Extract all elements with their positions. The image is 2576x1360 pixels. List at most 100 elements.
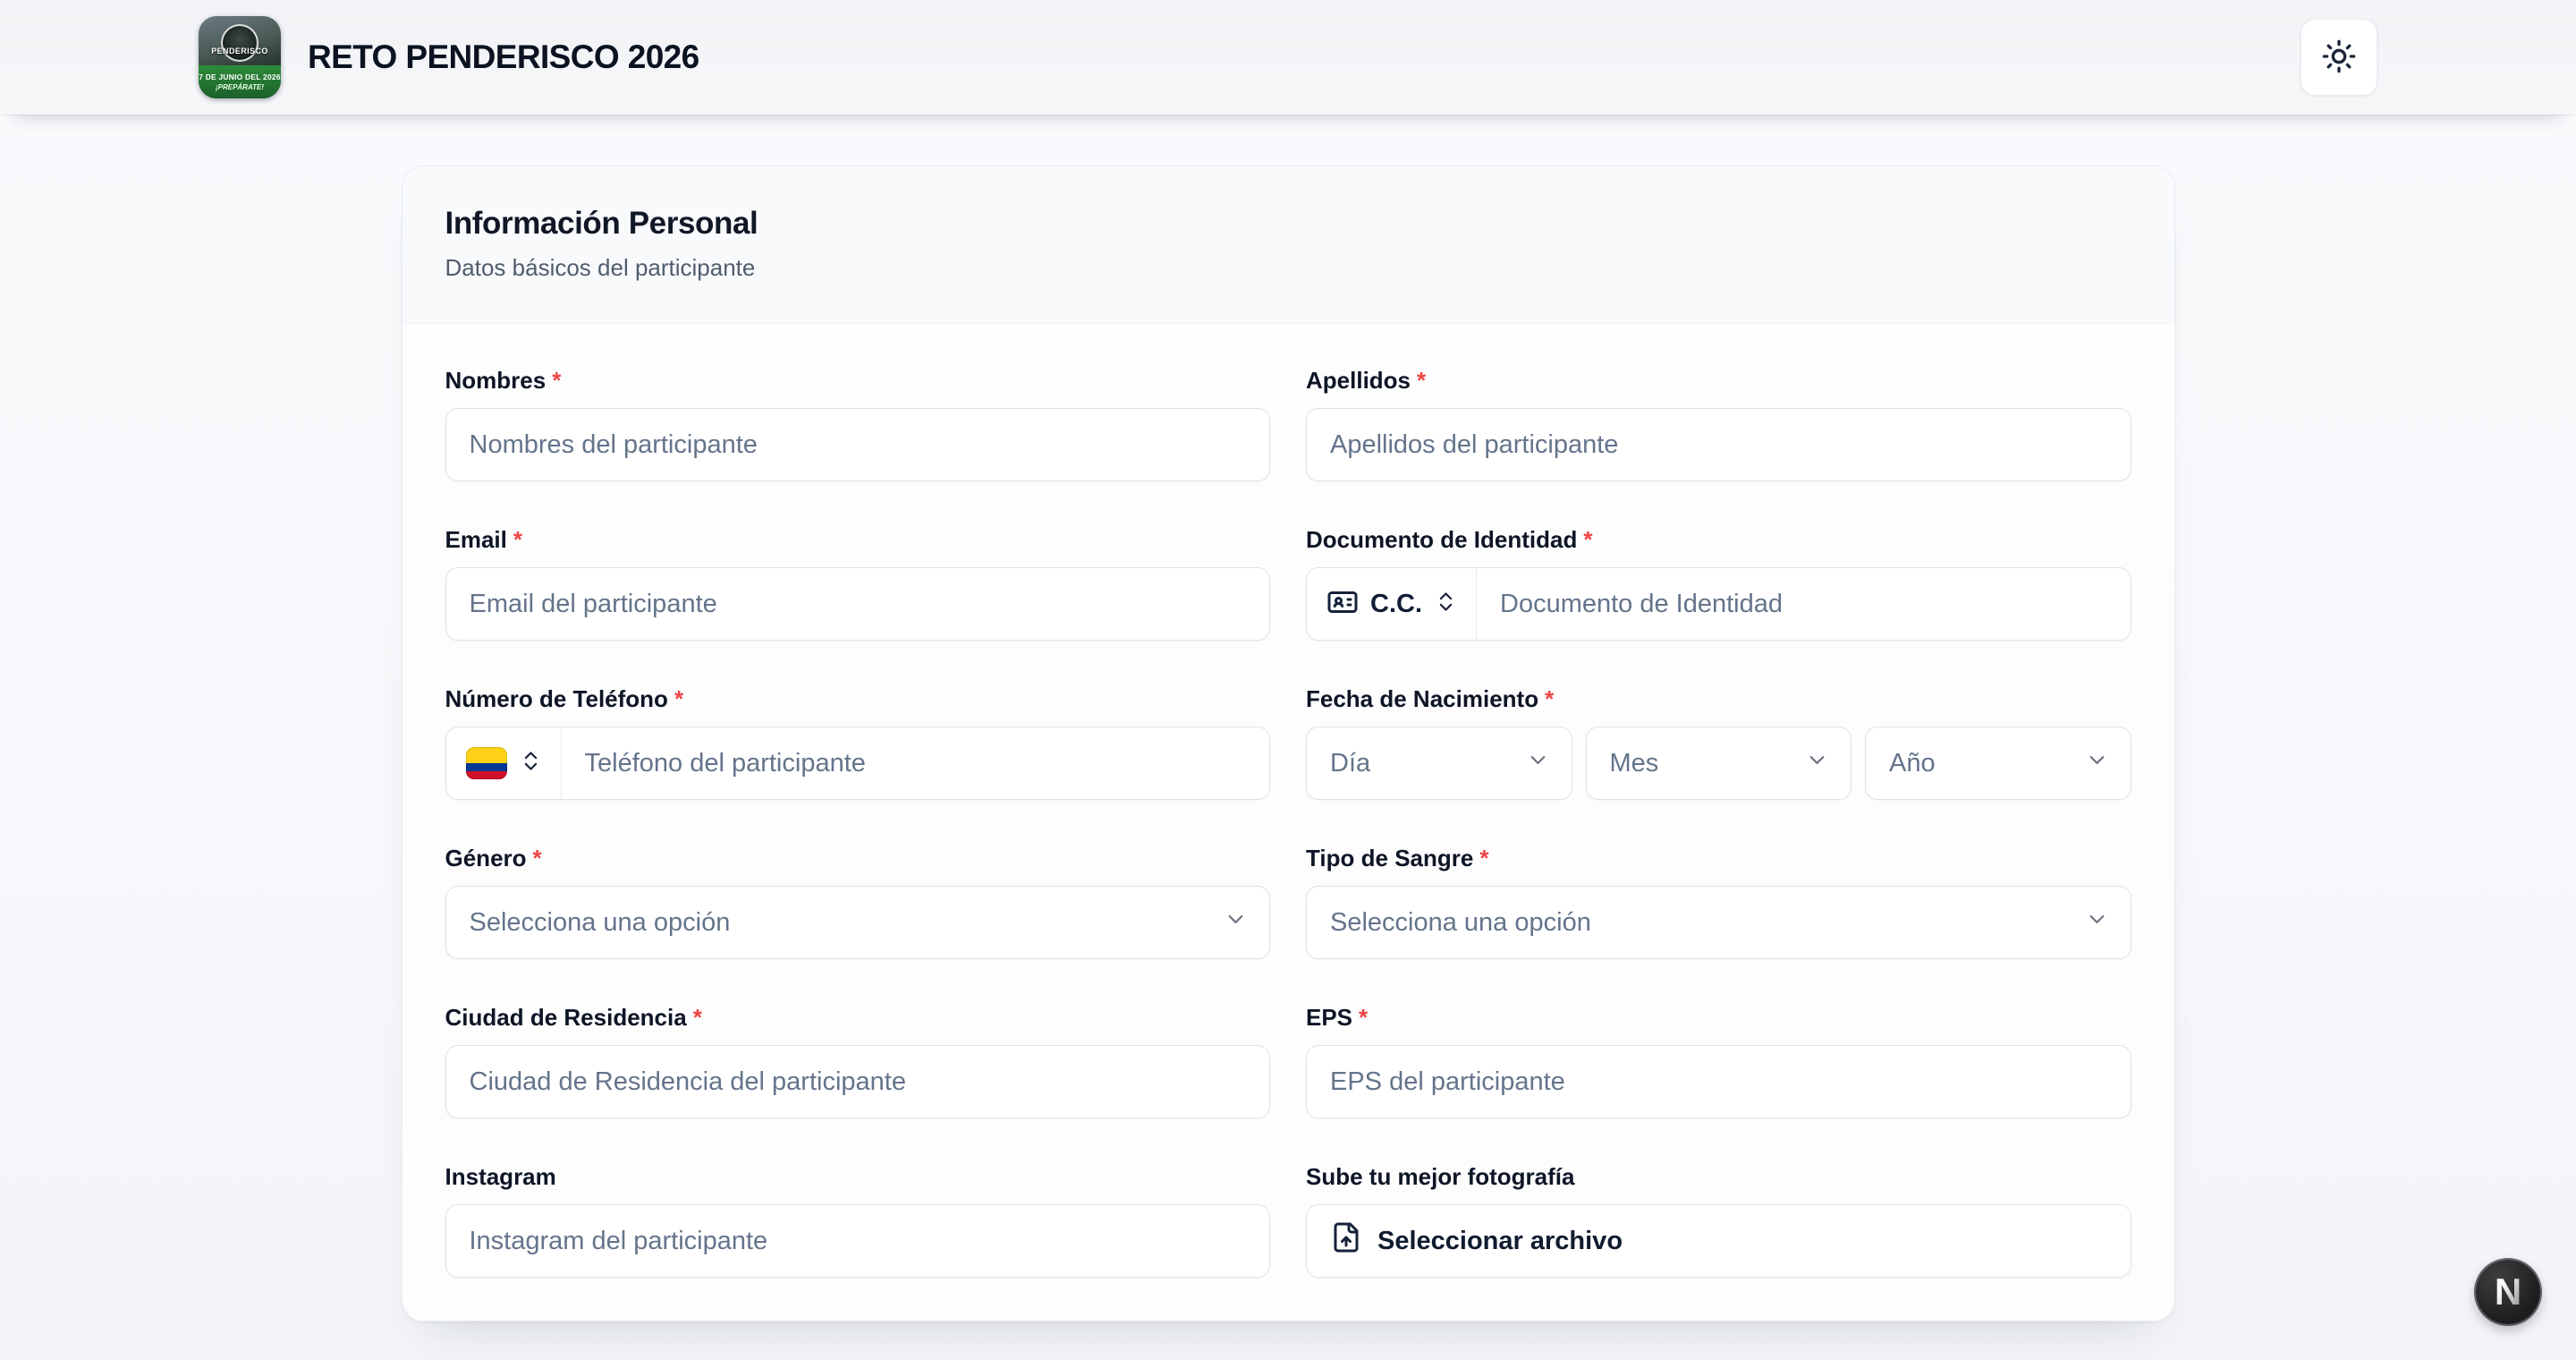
label-text: Apellidos — [1306, 367, 1411, 394]
documento-label: Documento de Identidad * — [1306, 526, 2131, 554]
tipo-sangre-select[interactable]: Selecciona una opción — [1306, 886, 2131, 959]
event-logo-tagline: ¡PREPÁRATE! — [215, 83, 265, 91]
genero-select[interactable]: Selecciona una opción — [445, 886, 1270, 959]
label-text: Documento de Identidad — [1306, 526, 1578, 553]
label-text: Nombres — [445, 367, 547, 394]
telefono-input-group — [445, 727, 1270, 800]
required-asterisk: * — [513, 526, 522, 553]
main-content: Información Personal Datos básicos del p… — [0, 166, 2576, 1322]
documento-type-value: C.C. — [1370, 589, 1422, 618]
event-logo-emblem — [221, 24, 258, 62]
select-value: Mes — [1609, 748, 1659, 778]
field-apellidos: Apellidos * — [1306, 367, 2131, 481]
field-instagram: Instagram — [445, 1163, 1271, 1278]
fecha-label: Fecha de Nacimiento * — [1306, 685, 2131, 713]
tipo-sangre-label: Tipo de Sangre * — [1306, 845, 2131, 872]
sun-icon — [2321, 38, 2357, 77]
instagram-input[interactable] — [445, 1204, 1270, 1278]
required-asterisk: * — [1359, 1004, 1368, 1031]
country-code-select[interactable] — [445, 727, 562, 799]
label-text: Tipo de Sangre — [1306, 845, 1474, 871]
card-title: Información Personal — [445, 206, 758, 241]
field-tipo-sangre: Tipo de Sangre * Selecciona una opción — [1306, 845, 2131, 959]
label-text: Sube tu mejor fotografía — [1306, 1163, 1575, 1190]
field-nombres: Nombres * — [445, 367, 1271, 481]
file-upload-icon — [1330, 1221, 1362, 1261]
app-header: PENDERISCO 7 DE JUNIO DEL 2026 ¡PREPÁRAT… — [0, 0, 2576, 115]
card-subtitle: Datos básicos del participante — [445, 254, 756, 281]
telefono-input[interactable] — [561, 727, 1269, 799]
field-eps: EPS * — [1306, 1004, 2131, 1118]
ciudad-label: Ciudad de Residencia * — [445, 1004, 1271, 1032]
label-text: Número de Teléfono — [445, 685, 668, 712]
select-value: Selecciona una opción — [469, 907, 731, 937]
event-logo-emblem-text: PENDERISCO — [211, 47, 268, 55]
seleccionar-archivo-button[interactable]: Seleccionar archivo — [1306, 1204, 2131, 1278]
label-text: Instagram — [445, 1163, 556, 1190]
label-text: Email — [445, 526, 507, 553]
page-title: RETO PENDERISCO 2026 — [308, 38, 699, 75]
label-text: Ciudad de Residencia — [445, 1004, 687, 1031]
field-ciudad: Ciudad de Residencia * — [445, 1004, 1271, 1118]
label-text: Fecha de Nacimiento — [1306, 685, 1539, 712]
mes-select[interactable]: Mes — [1585, 727, 1852, 800]
required-asterisk: * — [1583, 526, 1593, 553]
select-value: Día — [1330, 748, 1371, 778]
field-documento: Documento de Identidad * C.C. — [1306, 526, 2131, 641]
required-asterisk: * — [692, 1004, 702, 1031]
fotografia-label: Sube tu mejor fotografía — [1306, 1163, 2131, 1191]
instagram-label: Instagram — [445, 1163, 1271, 1191]
event-logo-band: 7 DE JUNIO DEL 2026 ¡PREPÁRATE! — [199, 65, 281, 98]
chevrons-up-down-icon — [1434, 590, 1458, 618]
apellidos-input[interactable] — [1306, 408, 2131, 481]
select-value: Año — [1889, 748, 1936, 778]
ciudad-input[interactable] — [445, 1045, 1270, 1118]
nextjs-dev-badge[interactable]: N — [2476, 1260, 2540, 1324]
required-asterisk: * — [1545, 685, 1555, 712]
field-fecha-nacimiento: Fecha de Nacimiento * Día Mes — [1306, 685, 2131, 800]
apellidos-label: Apellidos * — [1306, 367, 2131, 395]
documento-type-select[interactable]: C.C. — [1307, 568, 1477, 640]
ano-select[interactable]: Año — [1865, 727, 2131, 800]
field-genero: Género * Selecciona una opción — [445, 845, 1271, 959]
required-asterisk: * — [532, 845, 542, 871]
field-telefono: Número de Teléfono * — [445, 685, 1271, 800]
chevron-down-icon — [2085, 907, 2109, 939]
chevrons-up-down-icon — [519, 749, 543, 778]
field-fotografia: Sube tu mejor fotografía Seleccionar arc… — [1306, 1163, 2131, 1278]
label-text: EPS — [1306, 1004, 1353, 1031]
documento-input-group: C.C. — [1306, 567, 2131, 641]
fecha-selects: Día Mes Año — [1306, 727, 2131, 800]
documento-input[interactable] — [1477, 568, 2131, 640]
event-logo-date: 7 DE JUNIO DEL 2026 — [199, 72, 281, 81]
label-text: Género — [445, 845, 527, 871]
chevron-down-icon — [1526, 748, 1550, 779]
dia-select[interactable]: Día — [1306, 727, 1572, 800]
required-asterisk: * — [1479, 845, 1489, 871]
chevron-down-icon — [1224, 907, 1248, 939]
chevron-down-icon — [2085, 748, 2109, 779]
required-asterisk: * — [552, 367, 562, 394]
chevron-down-icon — [1805, 748, 1829, 779]
required-asterisk: * — [1417, 367, 1427, 394]
select-value: Selecciona una opción — [1330, 907, 1591, 937]
id-card-icon — [1326, 586, 1359, 623]
eps-input[interactable] — [1306, 1045, 2131, 1118]
field-email: Email * — [445, 526, 1271, 641]
nombres-label: Nombres * — [445, 367, 1271, 395]
file-button-label: Seleccionar archivo — [1377, 1226, 1623, 1255]
eps-label: EPS * — [1306, 1004, 2131, 1032]
genero-label: Género * — [445, 845, 1271, 872]
telefono-label: Número de Teléfono * — [445, 685, 1271, 713]
personal-info-card: Información Personal Datos básicos del p… — [401, 166, 2175, 1322]
colombia-flag-icon — [465, 747, 507, 779]
email-label: Email * — [445, 526, 1271, 554]
personal-info-form: Nombres * Apellidos * Email * — [402, 324, 2174, 1321]
event-logo: PENDERISCO 7 DE JUNIO DEL 2026 ¡PREPÁRAT… — [199, 16, 281, 98]
card-header: Información Personal Datos básicos del p… — [402, 166, 2174, 324]
email-input[interactable] — [445, 567, 1270, 641]
nextjs-n-logo: N — [2494, 1271, 2522, 1313]
required-asterisk: * — [674, 685, 684, 712]
theme-toggle-button[interactable] — [2301, 19, 2377, 96]
nombres-input[interactable] — [445, 408, 1270, 481]
